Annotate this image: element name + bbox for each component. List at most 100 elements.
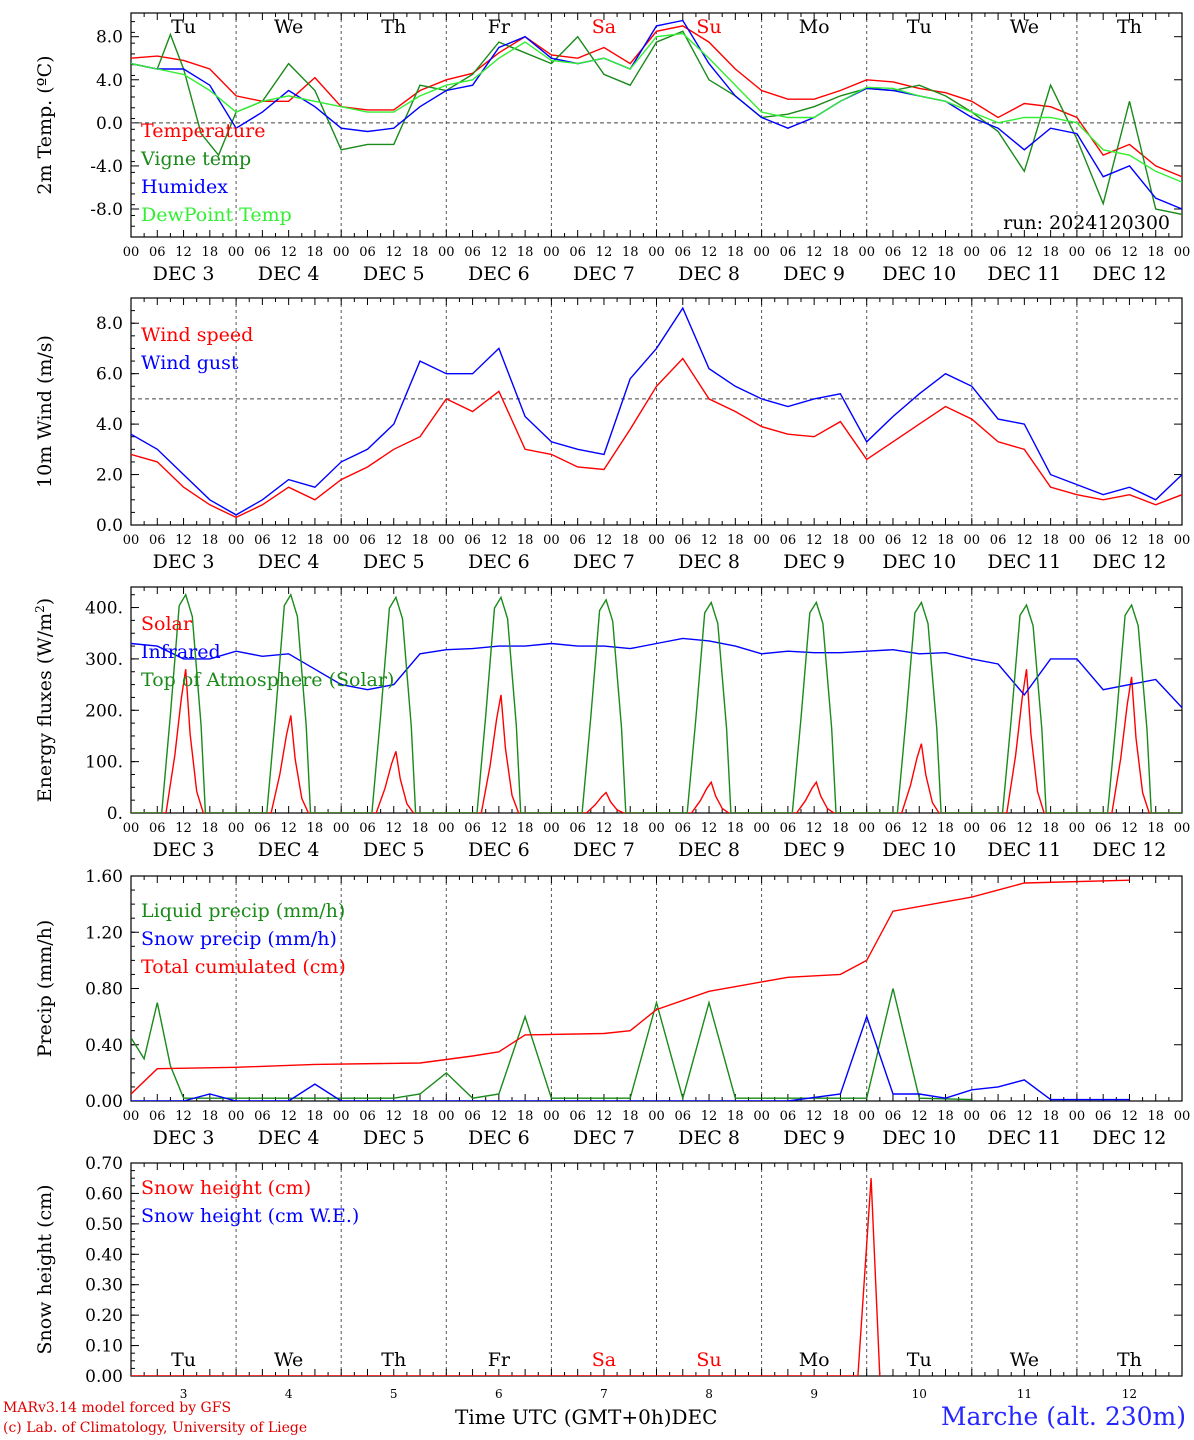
hour-tick-label: 06 (990, 821, 1007, 836)
hour-tick-label: 12 (1016, 245, 1033, 260)
series-line (131, 988, 972, 1101)
weekday-label: Tu (171, 1349, 196, 1371)
hour-tick-label: 12 (1016, 533, 1033, 548)
hour-tick-label: 12 (175, 1109, 192, 1124)
y-axis-label: 2m Temp. (ºC) (34, 55, 56, 194)
y-tick-label: 8.0 (96, 28, 123, 48)
hour-tick-label: 12 (806, 533, 823, 548)
hour-tick-label: 06 (780, 245, 797, 260)
hour-tick-label: 12 (385, 821, 402, 836)
y-tick-label: 6.0 (96, 365, 123, 385)
y-tick-label: 2.0 (96, 466, 123, 486)
day-number-label: 8 (705, 1387, 713, 1401)
legend-entry: Liquid precip (mm/h) (141, 900, 345, 922)
hour-tick-label: 06 (1095, 821, 1112, 836)
date-label: DEC 7 (573, 1127, 635, 1149)
hour-tick-label: 18 (1042, 1109, 1059, 1124)
hour-tick-label: 06 (885, 533, 902, 548)
hour-tick-label: 12 (911, 1109, 928, 1124)
hour-tick-label: 06 (149, 821, 166, 836)
day-number-label: 7 (600, 1387, 608, 1401)
series-line (131, 637, 1182, 709)
x-axis-month: DEC (671, 1405, 718, 1429)
hour-tick-label: 06 (464, 821, 481, 836)
hour-tick-label: 00 (964, 245, 981, 260)
hour-tick-label: 12 (280, 533, 297, 548)
series-line (131, 592, 1182, 813)
hour-tick-label: 06 (569, 533, 586, 548)
y-tick-label: 400. (85, 599, 123, 619)
hour-tick-label: 00 (1174, 533, 1191, 548)
hour-tick-label: 18 (832, 821, 849, 836)
hour-tick-label: 06 (464, 245, 481, 260)
hour-tick-label: 00 (753, 821, 770, 836)
hour-tick-label: 18 (517, 245, 534, 260)
hour-tick-label: 00 (858, 533, 875, 548)
hour-tick-label: 18 (412, 821, 429, 836)
weekday-label: We (1010, 16, 1039, 38)
hour-tick-label: 00 (438, 245, 455, 260)
hour-tick-label: 18 (832, 1109, 849, 1124)
date-label: DEC 6 (468, 1127, 530, 1149)
hour-tick-label: 12 (385, 245, 402, 260)
series-line (131, 1014, 1130, 1101)
y-tick-label: 300. (85, 650, 123, 670)
hour-tick-label: 12 (596, 821, 613, 836)
legend-entry: Wind gust (141, 352, 239, 374)
y-tick-label: 0.00 (85, 1367, 123, 1387)
hour-tick-label: 06 (885, 1109, 902, 1124)
y-tick-label: 1.60 (85, 867, 123, 887)
hour-tick-label: 06 (1095, 1109, 1112, 1124)
series-line (131, 1178, 881, 1376)
hour-tick-label: 12 (911, 245, 928, 260)
weekday-label: Th (381, 16, 406, 38)
hour-tick-label: 12 (596, 245, 613, 260)
hour-tick-label: 12 (175, 821, 192, 836)
hour-tick-label: 18 (937, 1109, 954, 1124)
hour-tick-label: 12 (280, 1109, 297, 1124)
weekday-label: Tu (907, 1349, 932, 1371)
hour-tick-label: 12 (701, 821, 718, 836)
day-number-label: 12 (1122, 1387, 1137, 1401)
day-number-label: 3 (180, 1387, 188, 1401)
y-tick-label: 0.10 (85, 1337, 123, 1357)
hour-tick-label: 18 (1147, 533, 1164, 548)
date-label: DEC 8 (678, 263, 740, 285)
hour-tick-label: 12 (491, 1109, 508, 1124)
day-number-label: 9 (810, 1387, 818, 1401)
date-label: DEC 12 (1093, 551, 1167, 573)
hour-tick-label: 18 (307, 1109, 324, 1124)
y-axis-label: Precip (mm/h) (34, 920, 56, 1058)
y-tick-label: 4.0 (96, 71, 123, 91)
hour-tick-label: 06 (254, 533, 271, 548)
date-label: DEC 12 (1093, 263, 1167, 285)
weekday-label: Sa (592, 1349, 616, 1371)
date-label: DEC 11 (987, 551, 1061, 573)
date-label: DEC 11 (987, 839, 1061, 861)
hour-tick-label: 00 (648, 245, 665, 260)
hour-tick-label: 00 (1069, 245, 1086, 260)
date-label: DEC 9 (783, 1127, 845, 1149)
legend-entry: DewPoint Temp (141, 204, 292, 226)
weekday-label: Su (696, 16, 721, 38)
hour-tick-label: 06 (359, 821, 376, 836)
y-axis-label: Snow height (cm) (34, 1184, 56, 1354)
hour-tick-label: 06 (569, 245, 586, 260)
y-tick-label: 0.50 (85, 1215, 123, 1235)
hour-tick-label: 18 (1042, 245, 1059, 260)
weekday-label: Fr (488, 16, 511, 38)
hour-tick-label: 18 (202, 821, 219, 836)
hour-tick-label: 00 (228, 1109, 245, 1124)
hour-tick-label: 00 (1174, 245, 1191, 260)
date-label: DEC 10 (882, 1127, 956, 1149)
date-label: DEC 5 (363, 839, 425, 861)
hour-tick-label: 12 (175, 533, 192, 548)
hour-tick-label: 00 (228, 821, 245, 836)
hour-tick-label: 00 (964, 821, 981, 836)
y-axis-label: 10m Wind (m/s) (34, 335, 56, 488)
hour-tick-label: 12 (175, 245, 192, 260)
hour-tick-label: 06 (990, 533, 1007, 548)
hour-tick-label: 18 (937, 533, 954, 548)
hour-tick-label: 00 (858, 821, 875, 836)
hour-tick-label: 18 (307, 821, 324, 836)
